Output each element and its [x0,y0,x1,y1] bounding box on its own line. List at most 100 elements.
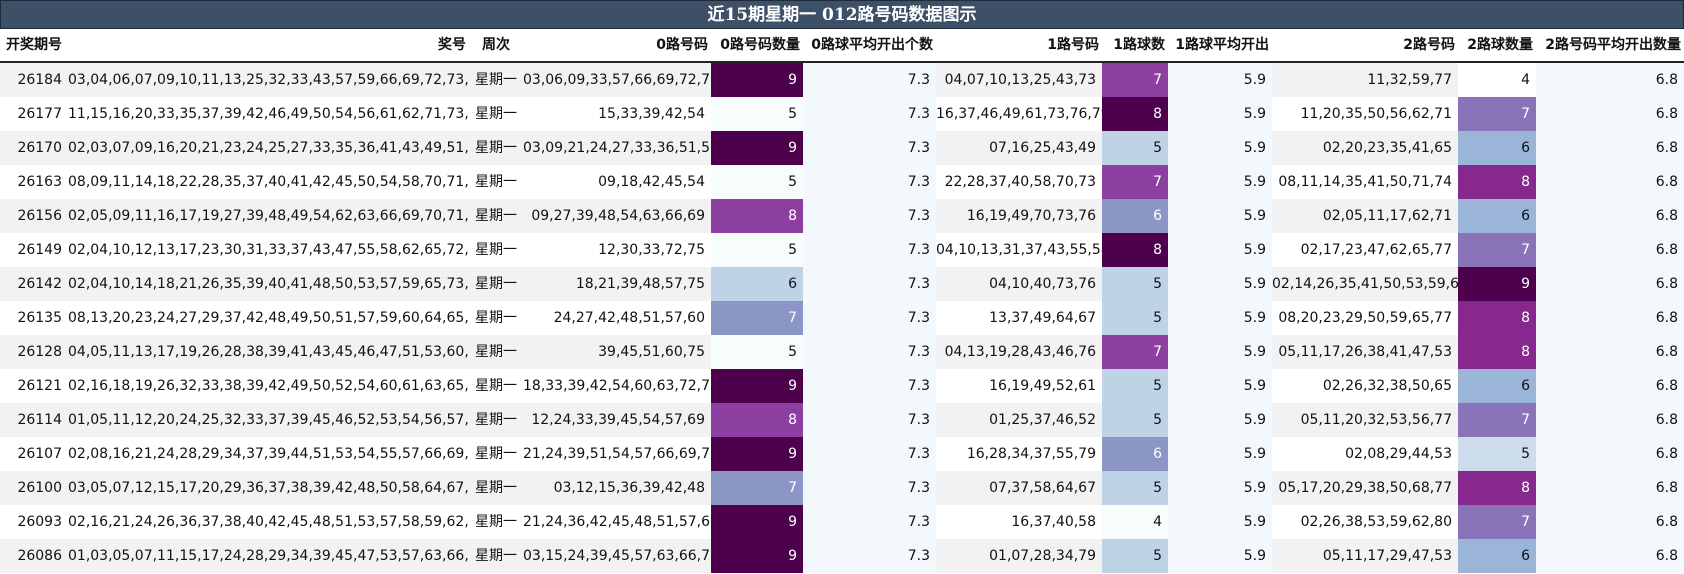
route1-avg-cell: 5.9 [1168,539,1272,573]
route0-count-cell: 7 [711,471,803,505]
route0-avg-cell: 7.3 [803,267,936,301]
weekday-cell: 星期一 [475,174,517,190]
header-col-route1-avg: 1路球平均开出 [1175,37,1269,53]
route1-numbers-cell: 07,37,58,64,67 [989,480,1096,496]
route2-avg-cell: 6.8 [1536,267,1684,301]
route1-avg-cell: 5.9 [1168,165,1272,199]
route0-numbers-cell: 03,09,21,24,27,33,36,51,57 [523,140,711,156]
route1-avg-cell: 5.9 [1168,233,1272,267]
route0-avg-cell: 7.3 [803,63,936,97]
route1-avg-cell: 5.9 [1168,63,1272,97]
route1-numbers-cell: 16,37,40,58 [1011,514,1096,530]
route1-count-cell: 5 [1102,131,1168,165]
route2-avg-cell: 6.8 [1536,437,1684,471]
table-row: 26100 03,05,07,12,15,17,20,29,36,37,38,39… [0,471,1684,505]
numbers-cell: 02,16,21,24,26,36,37,38,40,42,45,48,51,5… [68,514,469,530]
table-row: 26184 03,04,06,07,09,10,11,13,25,32,33,43… [0,63,1684,97]
route2-count-cell: 8 [1458,165,1536,199]
route2-numbers-cell: 02,08,29,44,53 [1345,446,1452,462]
weekday-cell: 星期一 [475,106,517,122]
route0-avg-cell: 7.3 [803,437,936,471]
route0-avg-cell: 7.3 [803,199,936,233]
weekday-cell: 星期一 [475,276,517,292]
route2-avg-cell: 6.8 [1536,335,1684,369]
numbers-cell: 08,13,20,23,24,27,29,37,42,48,49,50,51,5… [68,310,469,326]
route0-count-cell: 5 [711,165,803,199]
route1-numbers-cell: 22,28,37,40,58,70,73 [944,174,1096,190]
period-cell: 26163 [17,174,62,190]
route0-numbers-cell: 21,24,36,42,45,48,51,57,69 [523,514,711,530]
route0-numbers-cell: 03,15,24,39,45,57,63,66,72 [523,548,711,564]
route0-count-cell: 8 [711,403,803,437]
route1-count-cell: 7 [1102,335,1168,369]
route2-count-cell: 7 [1458,233,1536,267]
route1-count-cell: 5 [1102,301,1168,335]
numbers-cell: 01,03,05,07,11,15,17,24,28,29,34,39,45,4… [68,548,469,564]
route1-avg-cell: 5.9 [1168,131,1272,165]
route2-avg-cell: 6.8 [1536,165,1684,199]
route1-numbers-cell: 16,28,34,37,55,79 [966,446,1096,462]
weekday-cell: 星期一 [475,378,517,394]
route1-avg-cell: 5.9 [1168,403,1272,437]
route2-count-cell: 5 [1458,437,1536,471]
route1-avg-cell: 5.9 [1168,97,1272,131]
route0-avg-cell: 7.3 [803,131,936,165]
route0-numbers-cell: 12,30,33,72,75 [598,242,705,258]
route2-avg-cell: 6.8 [1536,471,1684,505]
route2-numbers-cell: 05,17,20,29,38,50,68,77 [1278,480,1452,496]
period-cell: 26135 [17,310,62,326]
route1-count-cell: 7 [1102,165,1168,199]
route2-count-cell: 9 [1458,267,1536,301]
route1-avg-cell: 5.9 [1168,267,1272,301]
route0-avg-cell: 7.3 [803,505,936,539]
route0-count-cell: 6 [711,267,803,301]
route0-numbers-cell: 09,27,39,48,54,63,66,69 [531,208,705,224]
weekday-cell: 星期一 [475,480,517,496]
route1-numbers-cell: 04,10,40,73,76 [989,276,1096,292]
weekday-cell: 星期一 [475,412,517,428]
period-cell: 26142 [17,276,62,292]
table-row: 26163 08,09,11,14,18,22,28,35,37,40,41,42… [0,165,1684,199]
route0-avg-cell: 7.3 [803,369,936,403]
route0-numbers-cell: 03,12,15,36,39,42,48 [553,480,705,496]
route1-numbers-cell: 16,19,49,52,61 [989,378,1096,394]
period-cell: 26114 [17,412,62,428]
header-col-route0-numbers: 0路号码 [656,37,708,53]
route0-avg-cell: 7.3 [803,97,936,131]
route2-count-cell: 6 [1458,199,1536,233]
route0-count-cell: 9 [711,437,803,471]
route2-avg-cell: 6.8 [1536,505,1684,539]
weekday-cell: 星期一 [475,310,517,326]
route0-count-cell: 9 [711,131,803,165]
route1-count-cell: 8 [1102,97,1168,131]
route2-avg-cell: 6.8 [1536,131,1684,165]
route2-count-cell: 7 [1458,403,1536,437]
weekday-cell: 星期一 [475,514,517,530]
route2-numbers-cell: 02,05,11,17,62,71 [1322,208,1452,224]
route0-count-cell: 5 [711,97,803,131]
route0-avg-cell: 7.3 [803,403,936,437]
route0-numbers-cell: 24,27,42,48,51,57,60 [553,310,705,326]
header-col-weekday: 周次 [482,37,510,53]
route1-count-cell: 5 [1102,471,1168,505]
route2-count-cell: 7 [1458,97,1536,131]
period-cell: 26093 [17,514,62,530]
route0-numbers-cell: 03,06,09,33,57,66,69,72,78 [523,72,711,88]
route2-avg-cell: 6.8 [1536,63,1684,97]
route1-count-cell: 8 [1102,233,1168,267]
weekday-cell: 星期一 [475,548,517,564]
route1-numbers-cell: 16,19,49,70,73,76 [966,208,1096,224]
route1-avg-cell: 5.9 [1168,335,1272,369]
route2-count-cell: 4 [1458,63,1536,97]
route0-count-cell: 8 [711,199,803,233]
numbers-cell: 03,04,06,07,09,10,11,13,25,32,33,43,57,5… [68,72,469,88]
table-row: 26170 02,03,07,09,16,20,21,23,24,25,27,33… [0,131,1684,165]
route2-numbers-cell: 02,17,23,47,62,65,77 [1300,242,1452,258]
route1-count-cell: 5 [1102,539,1168,573]
header-col-route0-avg: 0路球平均开出个数 [811,37,933,53]
period-cell: 26156 [17,208,62,224]
route1-count-cell: 6 [1102,199,1168,233]
route0-numbers-cell: 12,24,33,39,45,54,57,69 [531,412,705,428]
route2-avg-cell: 6.8 [1536,301,1684,335]
route2-numbers-cell: 05,11,17,29,47,53 [1322,548,1452,564]
